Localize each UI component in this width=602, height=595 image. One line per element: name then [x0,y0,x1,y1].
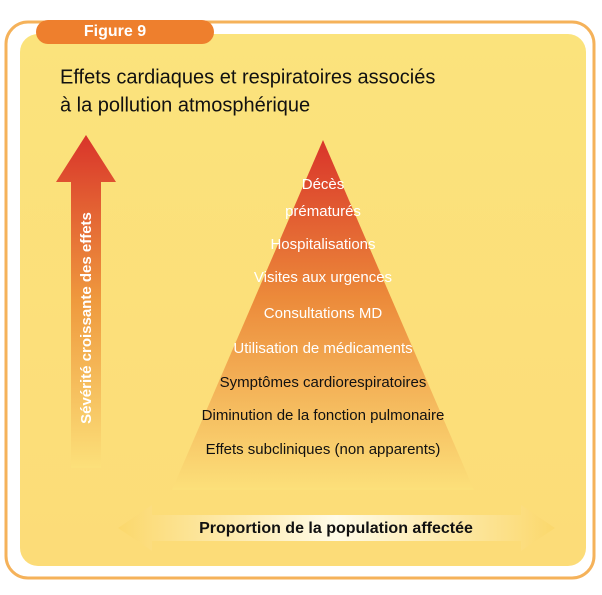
population-label: Proportion de la population affectée [199,520,473,537]
pyramid-level: Hospitalisations [270,236,375,253]
pyramid-level: Symptômes cardiorespiratoires [220,374,427,391]
figure-tab [36,20,214,44]
severity-arrow [56,135,116,468]
pyramid-level: Diminution de la fonction pulmonaire [202,407,445,424]
outer-frame [4,20,596,580]
population-arrow [118,505,555,551]
title-line: Effets cardiaques et respiratoires assoc… [60,66,435,88]
pyramid-level: Visites aux urgences [254,269,392,286]
pyramid-level: Décès [302,176,345,193]
pyramid-level: Effets subcliniques (non apparents) [206,441,441,458]
pyramid-level: prématurés [285,203,361,220]
pyramid [172,140,474,490]
title-line: à la pollution atmosphérique [60,94,310,116]
severity-label: Sévérité croissante des effets [78,212,95,424]
pyramid-level: Consultations MD [264,305,383,322]
figure-label: Figure 9 [84,23,146,40]
pyramid-level: Utilisation de médicaments [233,340,412,357]
